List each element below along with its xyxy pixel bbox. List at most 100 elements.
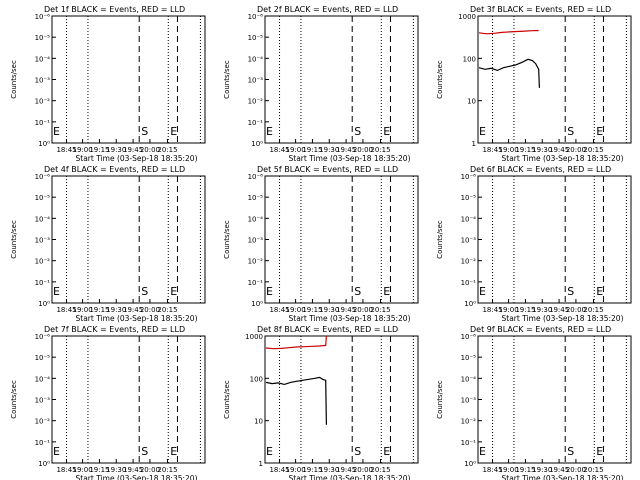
- plot-panel-9: Det 9f BLACK = Events, RED = LLD 10⁰ 10⁻¹ 1…: [436, 325, 632, 480]
- x-tick-label: 19:15: [515, 146, 535, 154]
- marker-start-e: E: [53, 125, 60, 138]
- marker-s: S: [567, 125, 574, 138]
- y-tick-label: 10⁻²: [35, 258, 51, 266]
- marker-start-e: E: [479, 445, 486, 458]
- x-tick-label: 19:00: [286, 306, 306, 314]
- y-tick-label: 10⁻⁶: [35, 13, 51, 21]
- marker-start-e: E: [479, 285, 486, 298]
- y-tick-label: 10⁻⁵: [461, 194, 477, 202]
- x-tick-label: 20:00: [140, 146, 160, 154]
- y-axis-label: Counts/sec: [436, 380, 444, 419]
- y-tick-label: 1000: [245, 333, 263, 341]
- y-tick-label: 10⁻¹: [35, 279, 51, 287]
- marker-start-e: E: [266, 285, 273, 298]
- plot-panel-2: Det 2f BLACK = Events, RED = LLD 10⁰ 10⁻¹ 1…: [223, 5, 419, 163]
- marker-e: E: [596, 125, 603, 138]
- plot-title: Det 7f BLACK = Events, RED = LLD: [44, 325, 185, 334]
- y-axis-label: Counts/sec: [223, 380, 231, 419]
- y-tick-label: 10⁻²: [248, 98, 264, 106]
- series-line-lld: [478, 29, 539, 35]
- y-tick-label: 10⁻³: [35, 397, 51, 405]
- marker-s: S: [141, 445, 148, 458]
- marker-s: S: [354, 285, 361, 298]
- y-tick-label: 1: [259, 460, 263, 468]
- x-tick-label: 19:30: [319, 146, 339, 154]
- marker-e: E: [596, 285, 603, 298]
- marker-start-e: E: [53, 285, 60, 298]
- x-tick-label: 19:45: [549, 306, 569, 314]
- y-tick-label: 10⁻¹: [35, 119, 51, 127]
- x-tick-label: 19:30: [319, 306, 339, 314]
- y-tick-label: 10⁻⁶: [461, 173, 477, 181]
- plot-title: Det 6f BLACK = Events, RED = LLD: [470, 165, 611, 174]
- y-tick-label: 100: [250, 375, 263, 383]
- y-tick-label: 10⁻⁵: [248, 194, 264, 202]
- x-axis-label: Start Time (03-Sep-18 18:35:20): [76, 154, 198, 163]
- x-tick-label: 19:00: [499, 466, 519, 474]
- x-tick-label: 19:00: [286, 466, 306, 474]
- x-axis-label: Start Time (03-Sep-18 18:35:20): [76, 474, 198, 480]
- x-axis-label: Start Time (03-Sep-18 18:35:20): [502, 154, 624, 163]
- y-tick-label: 10⁻⁶: [35, 333, 51, 341]
- plot-title: Det 5f BLACK = Events, RED = LLD: [257, 165, 398, 174]
- y-axis-label: Counts/sec: [223, 220, 231, 259]
- x-axis-label: Start Time (03-Sep-18 18:35:20): [76, 314, 198, 323]
- y-tick-label: 10: [254, 418, 263, 426]
- x-tick-label: 18:45: [56, 466, 76, 474]
- y-tick-label: 10⁻²: [35, 418, 51, 426]
- y-tick-label: 10⁰: [38, 460, 50, 468]
- marker-start-e: E: [266, 445, 273, 458]
- y-axis-label: Counts/sec: [436, 60, 444, 99]
- x-tick-label: 19:15: [515, 466, 535, 474]
- x-tick-label: 18:45: [482, 146, 502, 154]
- x-tick-label: 19:45: [336, 146, 356, 154]
- x-tick-label: 19:30: [532, 466, 552, 474]
- x-tick-label: 20:00: [566, 466, 586, 474]
- x-tick-label: 18:45: [56, 146, 76, 154]
- plot-panel-6: Det 6f BLACK = Events, RED = LLD 10⁰ 10⁻¹ 1…: [436, 165, 632, 323]
- y-tick-label: 10⁻¹: [35, 439, 51, 447]
- y-tick-label: 10⁻⁶: [35, 173, 51, 181]
- plot-title: Det 9f BLACK = Events, RED = LLD: [470, 325, 611, 334]
- x-tick-label: 19:30: [106, 146, 126, 154]
- y-tick-label: 10⁻²: [35, 98, 51, 106]
- marker-e: E: [170, 125, 177, 138]
- x-tick-label: 19:15: [302, 466, 322, 474]
- x-tick-label: 19:15: [89, 306, 109, 314]
- plot-panel-1: Det 1f BLACK = Events, RED = LLD 10⁰ 10⁻¹ 1…: [10, 5, 206, 163]
- y-tick-label: 10⁻⁴: [35, 55, 51, 63]
- x-tick-label: 19:00: [286, 146, 306, 154]
- y-tick-label: 10⁻²: [248, 258, 264, 266]
- x-tick-label: 19:30: [106, 306, 126, 314]
- y-axis-label: Counts/sec: [436, 220, 444, 259]
- x-tick-label: 19:15: [302, 306, 322, 314]
- y-tick-label: 10⁻⁵: [35, 354, 51, 362]
- x-tick-label: 18:45: [482, 466, 502, 474]
- series-line-events: [478, 58, 540, 88]
- y-tick-label: 10⁻⁴: [248, 55, 264, 63]
- plot-title: Det 4f BLACK = Events, RED = LLD: [44, 165, 185, 174]
- y-tick-label: 10⁻³: [35, 77, 51, 85]
- x-tick-label: 20:15: [157, 466, 177, 474]
- y-tick-label: 10⁻⁵: [35, 34, 51, 42]
- x-tick-label: 19:45: [336, 306, 356, 314]
- marker-e: E: [596, 445, 603, 458]
- y-tick-label: 10⁻²: [461, 418, 477, 426]
- y-tick-label: 10: [467, 98, 476, 106]
- plot-panel-3: Det 3f BLACK = Events, RED = LLD 1 10 100 10…: [436, 5, 632, 163]
- x-tick-label: 20:00: [566, 146, 586, 154]
- marker-s: S: [354, 445, 361, 458]
- x-tick-label: 19:15: [89, 146, 109, 154]
- x-tick-label: 20:15: [583, 146, 603, 154]
- y-axis-label: Counts/sec: [10, 60, 18, 99]
- x-tick-label: 18:45: [269, 146, 289, 154]
- x-tick-label: 19:45: [336, 466, 356, 474]
- plot-frame: [477, 175, 632, 304]
- x-tick-label: 20:15: [157, 306, 177, 314]
- y-tick-label: 10⁻⁴: [461, 215, 477, 223]
- y-tick-label: 10⁻³: [248, 77, 264, 85]
- marker-e: E: [383, 445, 390, 458]
- x-tick-label: 19:45: [123, 306, 143, 314]
- x-axis-label: Start Time (03-Sep-18 18:35:20): [502, 474, 624, 480]
